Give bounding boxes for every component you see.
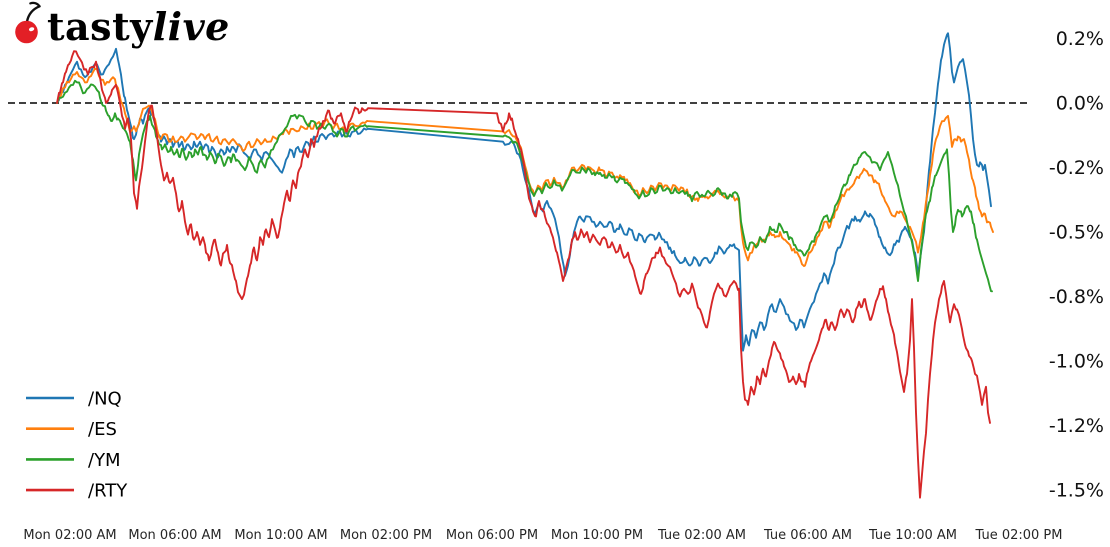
y-axis-labels: 0.2% 0.0% -0.2% -0.5% -0.8% -1.0% -1.2% -1.5% <box>1049 28 1104 502</box>
x-tick-label: Mon 06:00 PM <box>446 528 538 543</box>
x-axis-labels: Mon 02:00 AM Mon 06:00 AM Mon 10:00 AM Mon … <box>23 528 1062 543</box>
legend-label: /NQ <box>88 389 122 410</box>
legend-item-ym: /YM <box>26 450 121 471</box>
x-tick-label: Tue 02:00 PM <box>975 528 1063 543</box>
x-tick-label: Mon 02:00 PM <box>340 528 432 543</box>
x-tick-label: Mon 10:00 AM <box>234 528 327 543</box>
y-tick-label: -1.2% <box>1049 415 1104 437</box>
series-lines <box>56 32 994 499</box>
y-tick-label: -0.5% <box>1049 222 1104 244</box>
y-tick-label: 0.0% <box>1056 93 1104 115</box>
x-tick-label: Tue 02:00 AM <box>657 528 746 543</box>
cherry-fruit <box>15 20 38 44</box>
y-tick-label: 0.2% <box>1056 28 1104 50</box>
series-line-es <box>56 67 994 268</box>
x-tick-label: Mon 02:00 AM <box>23 528 116 543</box>
legend-label: /ES <box>88 419 117 440</box>
x-tick-label: Tue 10:00 AM <box>868 528 957 543</box>
y-tick-label: -0.8% <box>1049 286 1104 308</box>
legend-item-es: /ES <box>26 419 117 440</box>
cherry-highlight <box>28 27 35 32</box>
legend-item-nq: /NQ <box>26 389 122 410</box>
cherry-stem-tip <box>29 1 41 8</box>
logo-wordmark: tastylive <box>47 4 230 49</box>
legend-item-rty: /RTY <box>26 481 128 502</box>
tastylive-logo: tastylive <box>15 1 230 49</box>
logo-wordmark-regular: tasty <box>47 4 153 49</box>
y-tick-label: -1.0% <box>1049 351 1104 373</box>
x-tick-label: Mon 06:00 AM <box>128 528 221 543</box>
cherry-icon <box>15 1 41 44</box>
legend: /NQ/ES/YM/RTY <box>26 389 128 502</box>
series-line-nq <box>56 32 992 352</box>
legend-label: /RTY <box>88 481 128 502</box>
x-tick-label: Mon 10:00 PM <box>551 528 643 543</box>
x-tick-label: Tue 06:00 AM <box>763 528 852 543</box>
series-line-rty <box>56 50 991 499</box>
series-line-ym <box>56 79 993 293</box>
logo-wordmark-italic: live <box>153 4 230 49</box>
y-tick-label: -1.5% <box>1049 480 1104 502</box>
cherry-stem <box>25 5 41 23</box>
y-tick-label: -0.2% <box>1049 157 1104 179</box>
legend-label: /YM <box>88 450 121 471</box>
